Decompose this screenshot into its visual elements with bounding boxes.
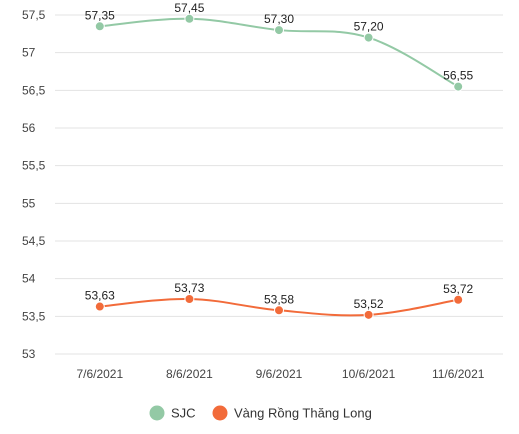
y-tick-label: 55 bbox=[22, 196, 36, 210]
y-axis-ticks: 53 53,5 54 54,5 55 55,5 56 56,5 57 57,5 bbox=[22, 8, 46, 361]
data-point[interactable] bbox=[274, 305, 284, 316]
x-tick-label: 7/6/2021 bbox=[76, 367, 123, 381]
data-point[interactable] bbox=[94, 301, 105, 312]
y-tick-label: 53,5 bbox=[22, 309, 46, 323]
legend-swatch bbox=[149, 405, 165, 421]
y-tick-label: 57 bbox=[22, 46, 36, 60]
y-tick-label: 53 bbox=[22, 347, 36, 361]
y-tick-label: 55,5 bbox=[22, 159, 46, 173]
series-layer bbox=[94, 13, 464, 320]
data-label: 53,73 bbox=[174, 281, 204, 295]
legend[interactable]: SJC Vàng Rồng Thăng Long bbox=[149, 405, 372, 421]
grid-layer bbox=[55, 14, 503, 355]
legend-item-1[interactable]: Vàng Rồng Thăng Long bbox=[212, 405, 372, 421]
y-tick-label: 54 bbox=[22, 272, 36, 286]
x-tick-label: 9/6/2021 bbox=[256, 367, 303, 381]
data-point[interactable] bbox=[363, 32, 374, 43]
data-point[interactable] bbox=[363, 309, 374, 320]
x-tick-label: 8/6/2021 bbox=[166, 367, 213, 381]
data-point[interactable] bbox=[453, 294, 464, 305]
data-label: 57,30 bbox=[264, 12, 294, 26]
data-point[interactable] bbox=[274, 25, 284, 36]
x-axis-ticks: 7/6/2021 8/6/2021 9/6/2021 10/6/2021 11/6/20… bbox=[76, 367, 484, 381]
legend-label: Vàng Rồng Thăng Long bbox=[234, 406, 372, 421]
y-tick-label: 56 bbox=[22, 121, 36, 135]
data-label: 57,35 bbox=[85, 8, 115, 22]
data-point[interactable] bbox=[94, 21, 105, 32]
y-tick-label: 54,5 bbox=[22, 234, 46, 248]
x-tick-label: 11/6/2021 bbox=[432, 367, 485, 381]
data-label: 56,55 bbox=[443, 69, 473, 83]
x-tick-label: 10/6/2021 bbox=[342, 367, 396, 381]
data-label: 57,45 bbox=[174, 1, 204, 15]
legend-swatch bbox=[212, 405, 228, 421]
y-tick-label: 57,5 bbox=[22, 8, 46, 22]
data-point[interactable] bbox=[453, 81, 464, 92]
data-label: 57,20 bbox=[354, 20, 384, 34]
y-tick-label: 56,5 bbox=[22, 83, 46, 97]
data-label: 53,52 bbox=[354, 297, 384, 311]
data-labels: 57,35 57,45 57,30 57,20 56,55 53,63 53,73 53,58… bbox=[85, 1, 474, 311]
legend-item-0[interactable]: SJC bbox=[149, 405, 196, 421]
data-label: 53,58 bbox=[264, 292, 294, 306]
data-point[interactable] bbox=[184, 13, 195, 24]
data-point[interactable] bbox=[184, 294, 195, 305]
legend-label: SJC bbox=[171, 406, 196, 421]
data-label: 53,72 bbox=[443, 282, 473, 296]
data-label: 53,63 bbox=[85, 289, 115, 303]
